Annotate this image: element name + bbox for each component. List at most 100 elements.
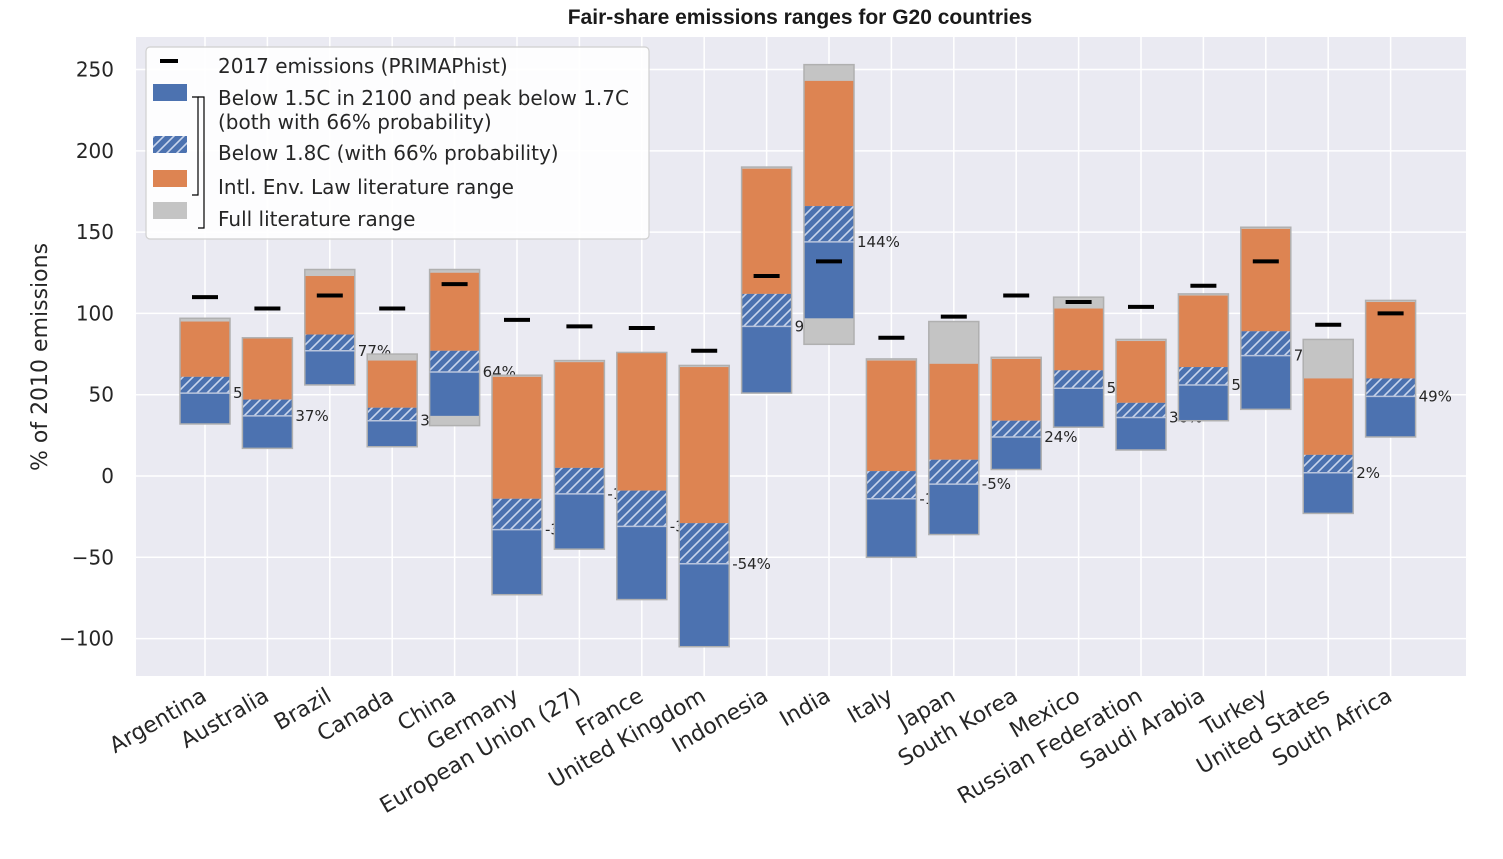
below-1-8c-bar (928, 459, 979, 485)
bar-outline (616, 351, 668, 601)
bar-outline (366, 353, 418, 448)
x-tick-label: India (776, 684, 835, 733)
bar-outline (241, 337, 294, 450)
bar-outline (1115, 338, 1167, 451)
iel-range-bar (804, 80, 854, 207)
below-1-8c-bar (304, 334, 355, 351)
below-1-8c-bar (492, 498, 542, 530)
country-bar-group: 56% (1177, 283, 1265, 422)
iel-range-bar (991, 358, 1042, 421)
y-tick-label: 50 (89, 383, 114, 407)
below-1-8c-bar (429, 350, 480, 372)
below-1-5c-bar (242, 415, 293, 449)
percent-label: 49% (1419, 387, 1452, 405)
iel-range-bar (367, 360, 418, 408)
below-1-8c-bar (242, 399, 293, 416)
legend-label: 2017 emissions (PRIMAPhist) (218, 54, 508, 78)
chart-title: Fair-share emissions ranges for G20 coun… (568, 6, 1033, 29)
y-tick-label: 200 (76, 139, 114, 163)
below-1-5c-bar (1303, 472, 1354, 514)
below-1-8c-bar (180, 376, 230, 394)
iel-range-bar (492, 376, 542, 499)
y-tick-label: −50 (72, 545, 114, 569)
bar-outline (803, 63, 855, 346)
legend-swatch (153, 170, 187, 187)
country-bar-group: -31% (616, 326, 709, 601)
bar-outline (1364, 299, 1417, 438)
below-1-5c-bar (304, 350, 355, 385)
bar-outline (928, 320, 980, 536)
country-bar-group: -54% (678, 348, 771, 648)
legend-label: Below 1.5C in 2100 and peak below 1.7C (218, 86, 629, 110)
iel-range-bar (1053, 308, 1104, 371)
legend-label: Full literature range (218, 207, 415, 231)
iel-range-bar (304, 276, 355, 335)
legend-swatch (153, 84, 187, 101)
legend-label: (both with 66% probability) (218, 110, 492, 134)
bar-outline (740, 166, 793, 394)
x-tick-labels: ArgentinaAustraliaBrazilCanadaChinaGerma… (106, 684, 1397, 819)
y-tick-label: 250 (76, 58, 114, 82)
below-1-5c-bar (991, 436, 1042, 470)
bar-outline (1240, 226, 1292, 411)
below-1-8c-bar (1116, 402, 1166, 418)
below-1-5c-bar (492, 529, 542, 595)
legend-bracket (198, 96, 205, 229)
below-1-8c-bar (1365, 378, 1416, 397)
bar-outline (678, 364, 730, 648)
below-1-5c-bar (1240, 355, 1291, 410)
bar-outline (1302, 338, 1354, 515)
below-1-5c-bar (1178, 384, 1229, 421)
country-bar-group: 37% (241, 306, 329, 450)
below-1-5c-bar (679, 563, 730, 647)
country-bar-group: -5% (928, 314, 1011, 536)
bar-outline (865, 358, 918, 559)
bar-outline (990, 356, 1042, 471)
below-1-5c-bar (616, 526, 667, 600)
below-1-8c-bar (741, 293, 792, 327)
country-bar-group: 34% (366, 306, 454, 448)
percent-label: -5% (982, 475, 1011, 493)
legend-frame (145, 46, 650, 240)
country-bar-group: 51% (179, 295, 266, 425)
y-tick-label: 0 (101, 464, 114, 488)
below-1-5c-bar (554, 493, 605, 550)
y-tick-label: 150 (76, 220, 114, 244)
iel-range-bar (1116, 341, 1166, 403)
below-1-8c-bar (991, 420, 1042, 437)
country-bar-group: -14% (865, 335, 958, 559)
bar-outline (1052, 296, 1105, 428)
below-1-5c-bar (367, 420, 418, 447)
country-bar-group: 77% (304, 268, 391, 386)
iel-range-bar (866, 360, 917, 472)
below-1-8c-bar (616, 490, 667, 527)
country-bar-group: 36% (1115, 304, 1202, 451)
legend-label: Intl. Env. Law literature range (218, 175, 514, 199)
legend-bracket (192, 96, 199, 196)
below-1-8c-bar (1240, 331, 1291, 356)
legend-label: Below 1.8C (with 66% probability) (218, 141, 559, 165)
percent-label: 24% (1044, 428, 1077, 446)
bar-outline (553, 359, 606, 550)
iel-range-bar (242, 337, 293, 400)
country-bar-group: 144% (803, 63, 900, 346)
country-bar-group: 74% (1240, 226, 1327, 411)
country-bar-group: 92% (740, 166, 828, 394)
below-1-5c-bar (180, 393, 230, 424)
country-bar-group: 24% (990, 293, 1078, 471)
iel-range-bar (180, 321, 230, 377)
below-1-5c-bar (429, 371, 480, 416)
below-1-5c-bar (741, 326, 792, 394)
x-tick-label: Italy (844, 684, 898, 730)
iel-range-bar (928, 363, 979, 460)
below-1-8c-bar (1053, 370, 1104, 389)
iel-range-bar (616, 352, 667, 491)
below-1-8c-bar (554, 467, 605, 494)
country-bar-group: 64% (428, 268, 516, 427)
y-tick-labels: −100 −50 0 50 100 150 200 250 (59, 58, 114, 651)
below-1-8c-bar (866, 471, 917, 499)
below-1-5c-bar (928, 484, 979, 535)
legend-swatch (153, 136, 187, 153)
iel-range-bar (1240, 228, 1291, 332)
